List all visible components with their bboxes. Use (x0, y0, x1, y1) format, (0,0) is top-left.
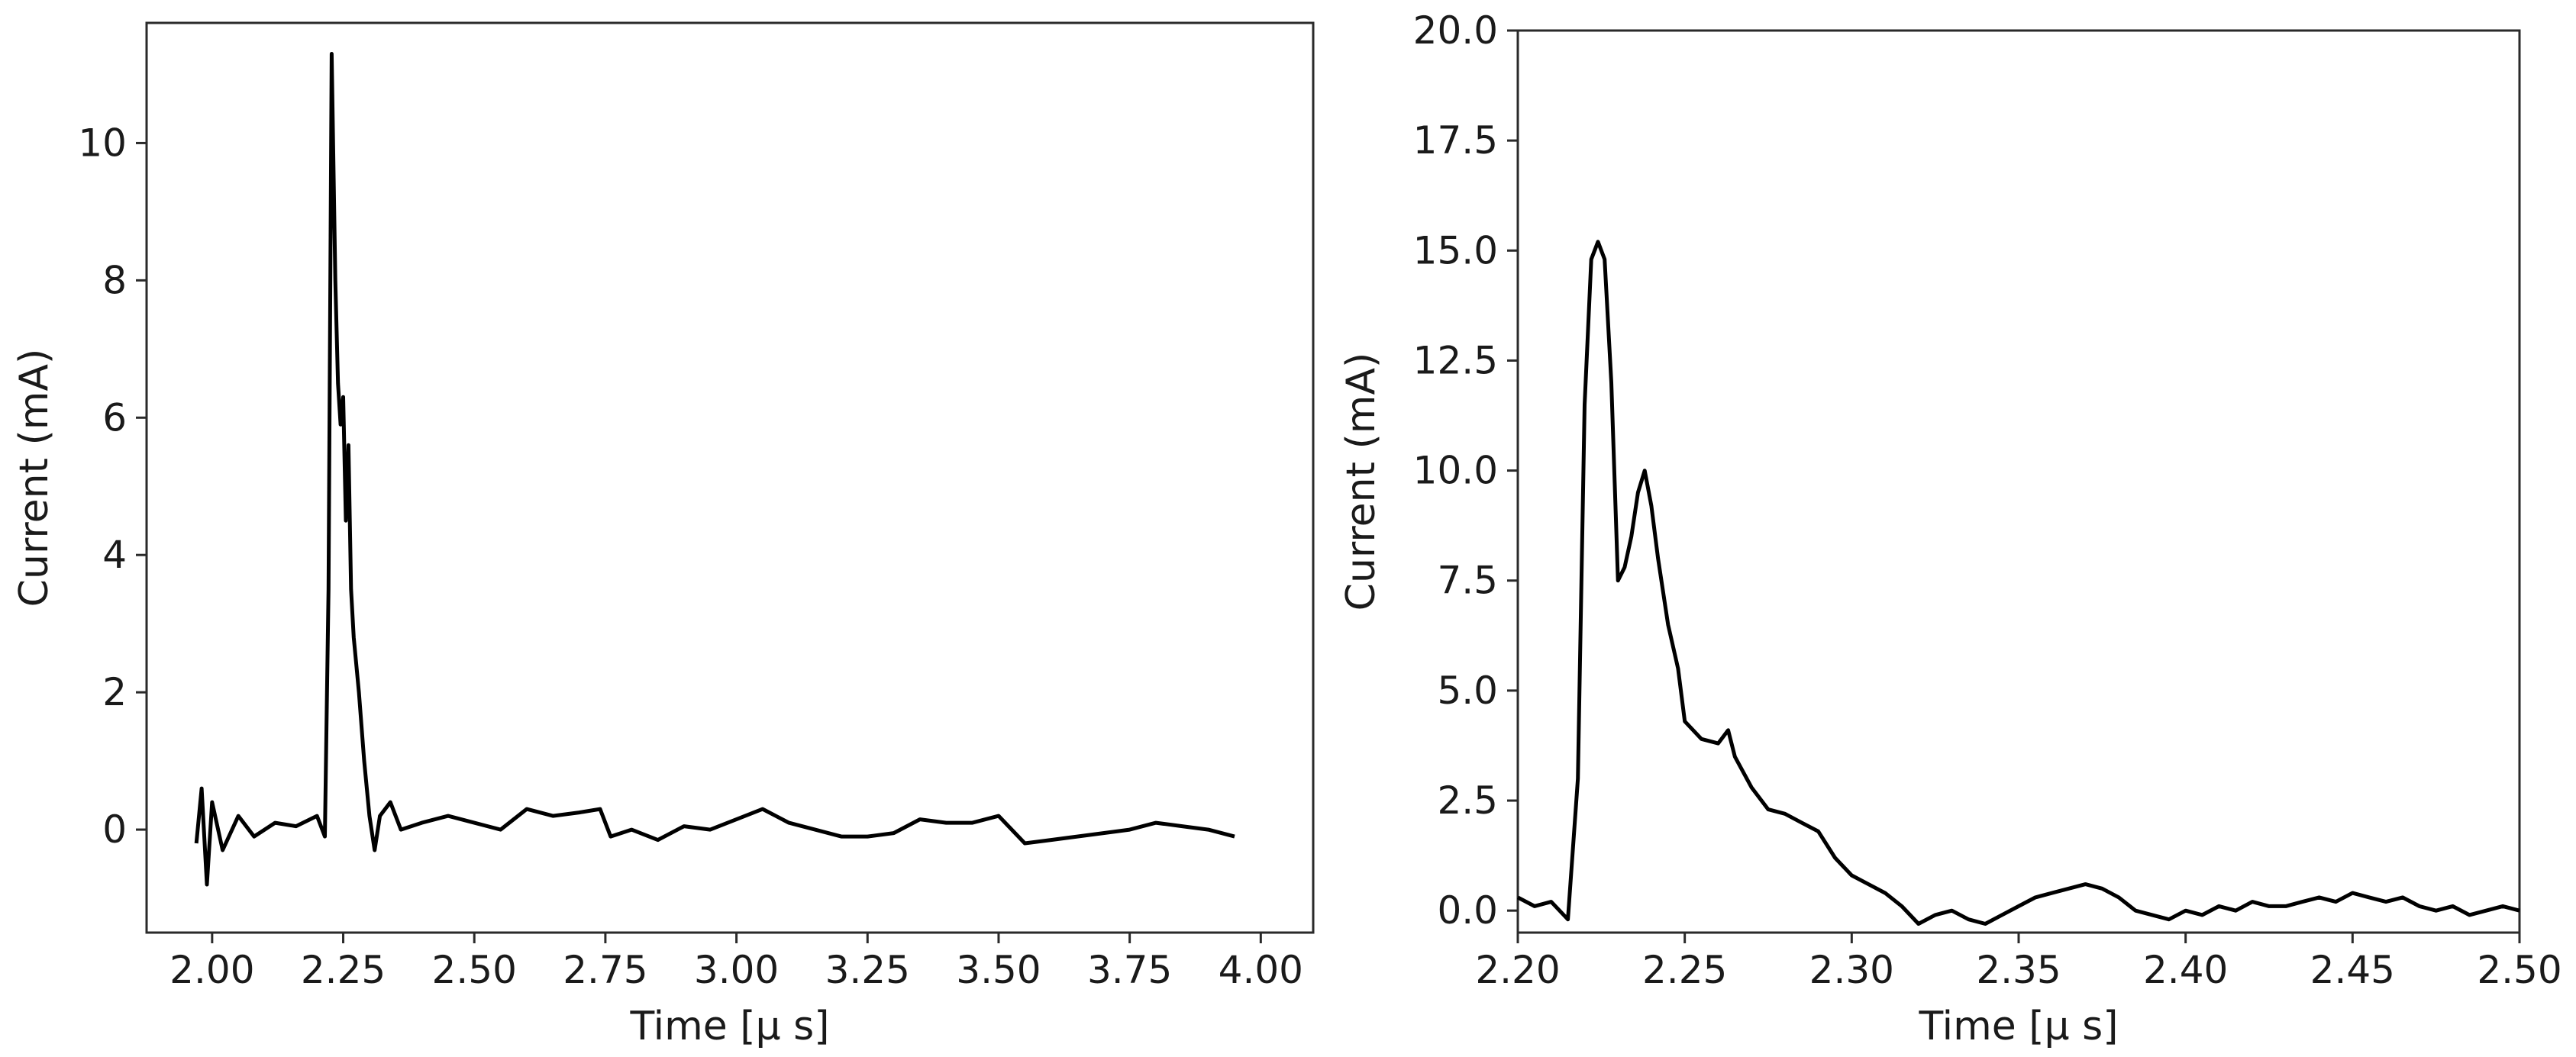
left-plot: 2.00 2.25 2.50 2.75 3.00 3.25 3.50 3.75 4.00 0 2 4 6… (11, 21, 1315, 1049)
x-tick-label: 2.40 (2143, 948, 2228, 992)
x-tick-label: 3.75 (1087, 948, 1172, 992)
x-tick-label: 2.20 (1475, 948, 1560, 992)
y-tick-label: 0.0 (1437, 888, 1498, 933)
x-tick-label: 2.45 (2310, 948, 2395, 992)
x-tick-label: 2.50 (432, 948, 517, 992)
x-tick-label: 2.00 (169, 948, 254, 992)
x-axis-label: Time [μ s] (1918, 1004, 2118, 1049)
y-tick-label: 10 (78, 121, 127, 165)
x-tick-label: 2.25 (1642, 948, 1727, 992)
y-tick-label: 15.0 (1413, 228, 1498, 272)
y-tick-label: 20.0 (1413, 8, 1498, 53)
y-tick-label: 2.5 (1437, 778, 1498, 823)
x-tick-label: 2.75 (563, 948, 647, 992)
y-tick-label: 17.5 (1413, 118, 1498, 163)
series-line (1516, 240, 2520, 926)
x-tick-label: 2.35 (1976, 948, 2061, 992)
x-tick-label: 2.25 (301, 948, 386, 992)
plot-frame (145, 21, 1315, 934)
right-plot: 2.20 2.25 2.30 2.35 2.40 2.45 2.50 0.0 2.5 5.0 7.5… (1338, 8, 2562, 1049)
x-tick-label: 3.50 (956, 948, 1041, 992)
x-tick-label: 4.00 (1219, 948, 1303, 992)
x-tick-label: 3.00 (694, 948, 779, 992)
x-axis-label: Time [μ s] (629, 1004, 829, 1049)
y-tick-label: 0 (102, 807, 127, 852)
plot-frame (1516, 29, 2521, 934)
x-tick-label: 2.30 (1809, 948, 1894, 992)
y-axis-label: Current (mA) (1338, 353, 1384, 611)
y-tick-label: 2 (102, 670, 127, 714)
y-tick-label: 12.5 (1413, 338, 1498, 382)
y-tick-label: 7.5 (1437, 559, 1498, 603)
x-tick-label: 3.25 (825, 948, 910, 992)
y-tick-label: 8 (102, 258, 127, 302)
y-tick-label: 5.0 (1437, 669, 1498, 713)
y-tick-label: 4 (102, 533, 127, 577)
series-line (194, 52, 1235, 887)
y-tick-label: 10.0 (1413, 449, 1498, 493)
x-tick-label: 2.50 (2477, 948, 2561, 992)
y-tick-label: 6 (102, 395, 127, 440)
y-axis-label: Current (mA) (11, 349, 57, 607)
